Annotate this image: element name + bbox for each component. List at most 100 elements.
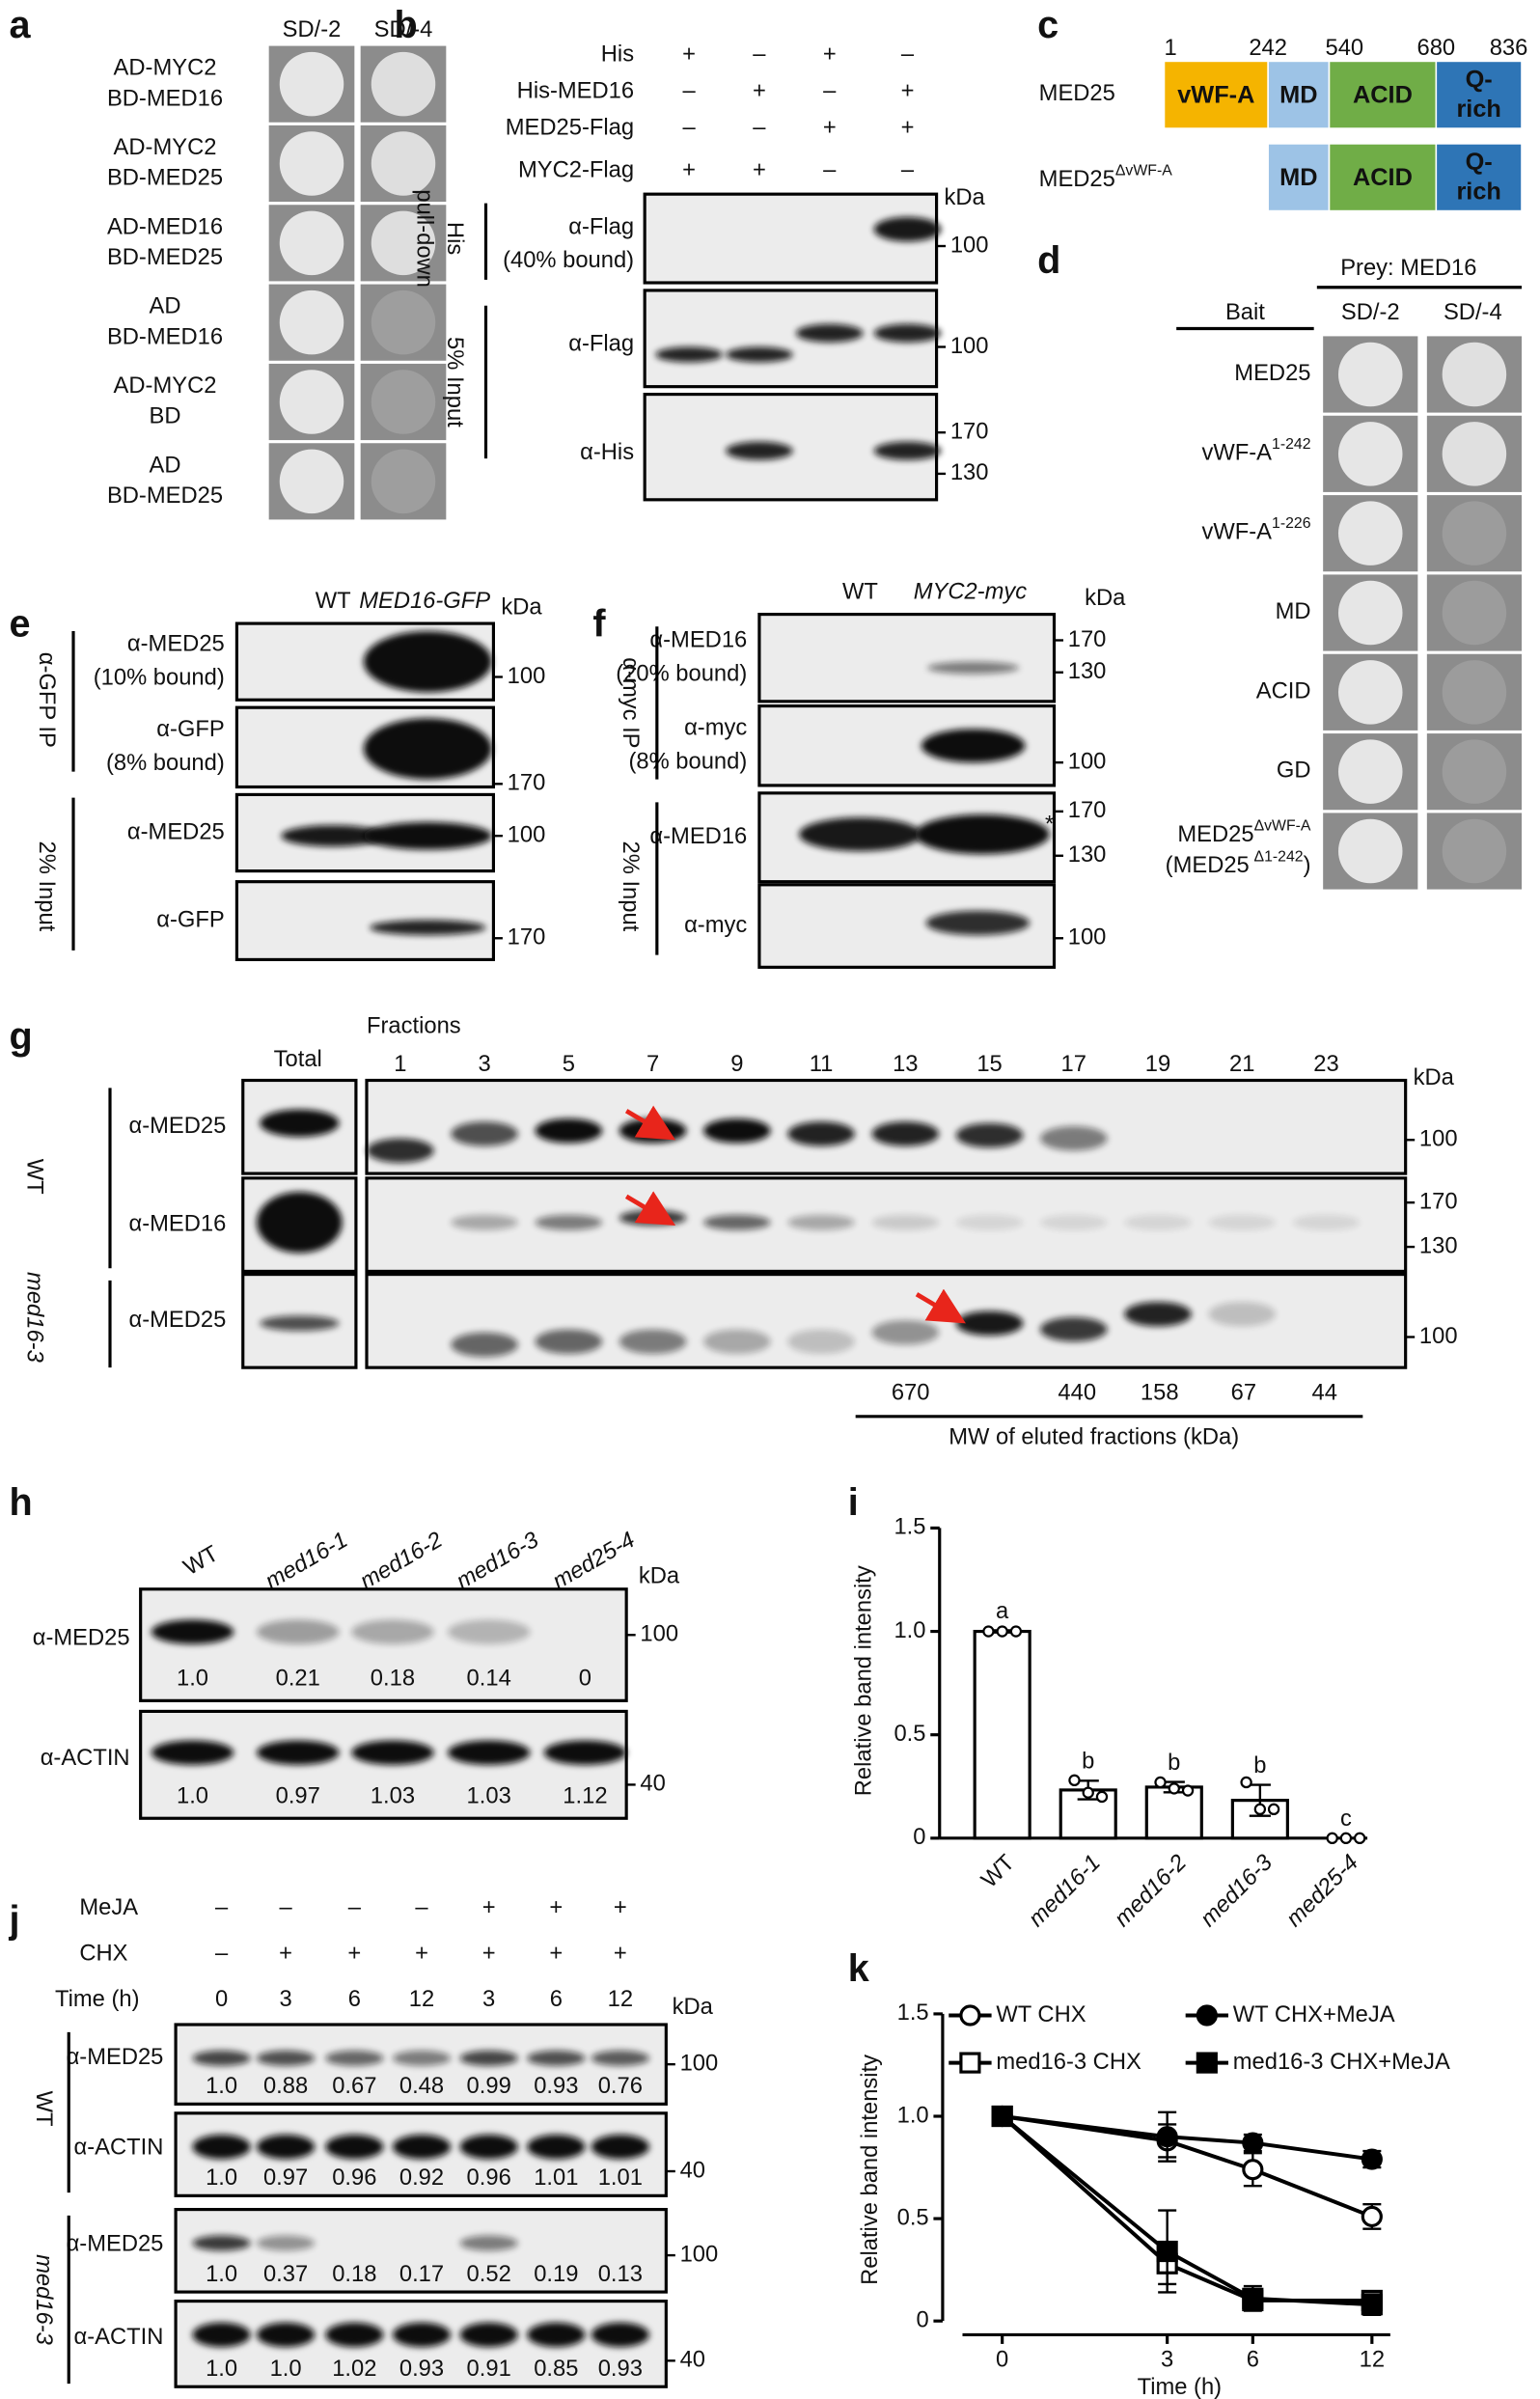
- quant-label: 0.97: [263, 2165, 308, 2191]
- marker-label: 100: [508, 821, 546, 847]
- band: [370, 920, 486, 936]
- marker-label: 40: [680, 2347, 705, 2373]
- marker-label: 40: [640, 1771, 665, 1797]
- blot-label: α-myc: [684, 912, 747, 938]
- treatment-label: MeJA: [79, 1894, 138, 1920]
- data-point: [1168, 1782, 1180, 1795]
- quant-label: 1.0: [177, 1665, 208, 1691]
- legend-symbol: [959, 2004, 981, 2027]
- fraction-label: 5: [563, 1051, 575, 1077]
- quant-label: 0.18: [332, 2261, 376, 2287]
- group-label: His: [442, 222, 468, 255]
- colony: [1442, 501, 1507, 565]
- marker-label: 100: [1419, 1126, 1458, 1152]
- unit: kDa: [673, 1994, 714, 2020]
- group-label: pull-down: [411, 189, 437, 288]
- series-line: [1001, 2114, 1372, 2307]
- band: [955, 1122, 1024, 1148]
- quant-label: 0.96: [467, 2165, 511, 2191]
- row-label: AD: [149, 452, 180, 478]
- band: [1039, 1316, 1108, 1342]
- protein-name: MED25ΔvWF-A: [1039, 163, 1173, 193]
- genotype-label: med16-3: [31, 2254, 57, 2345]
- sign: +: [682, 157, 696, 183]
- domain-label: ACID: [1353, 164, 1413, 191]
- band: [260, 1315, 340, 1332]
- band: [925, 910, 1031, 936]
- quant-label: 0.67: [332, 2073, 376, 2099]
- marker-label: 100: [680, 2050, 719, 2076]
- unit: kDa: [501, 594, 542, 620]
- sign: +: [549, 1940, 563, 1966]
- band: [591, 2135, 649, 2160]
- condition-label: MED25-Flag: [506, 114, 634, 140]
- quant-label: 0.18: [371, 1665, 415, 1691]
- unit: kDa: [1414, 1064, 1455, 1090]
- significance-letter: b: [1168, 1750, 1180, 1776]
- x-tick-label: 0: [996, 2347, 1008, 2373]
- blot-label: α-MED25: [127, 818, 225, 844]
- panel-label: a: [10, 4, 32, 46]
- y-tick-label: 1.0: [897, 2102, 929, 2128]
- band: [795, 323, 864, 343]
- mw-label: 440: [1058, 1379, 1096, 1405]
- sign: +: [682, 41, 696, 67]
- quant-label: 0.93: [534, 2073, 578, 2099]
- label-main: vWF-A: [1201, 519, 1272, 545]
- colony: [1442, 342, 1507, 407]
- blot-label: α-MED25: [67, 2044, 164, 2070]
- fraction-label: 1: [394, 1051, 406, 1077]
- blot-label: (8% bound): [106, 750, 225, 776]
- sign: +: [347, 1940, 361, 1966]
- quant-label: 0.97: [276, 1782, 320, 1808]
- label-sup: 1-242: [1272, 436, 1310, 453]
- fraction-label: 13: [893, 1051, 918, 1077]
- row-label: AD: [149, 293, 180, 319]
- data-point: [1242, 2132, 1264, 2154]
- band: [535, 1118, 603, 1144]
- band: [1124, 1302, 1192, 1327]
- quant-label: 0.93: [598, 2356, 643, 2382]
- label-main: vWF-A: [1201, 440, 1272, 466]
- blot-label: (20% bound): [616, 660, 747, 686]
- sign: –: [823, 157, 837, 183]
- quant-label: 0.88: [263, 2073, 308, 2099]
- blot-label: α-myc: [684, 715, 747, 741]
- blot-box: [139, 1709, 628, 1820]
- band: [527, 2135, 586, 2160]
- blot-label: α-ACTIN: [74, 2324, 164, 2350]
- marker-label: 170: [1419, 1188, 1458, 1214]
- band: [871, 1121, 940, 1146]
- group-label: 2% Input: [618, 841, 644, 932]
- band: [787, 1121, 855, 1146]
- band: [260, 1109, 340, 1138]
- sign: +: [753, 157, 766, 183]
- y-tick-label: 0: [916, 2306, 928, 2332]
- column-header: SD/-4: [1444, 299, 1502, 325]
- lane-title: Fractions: [367, 1012, 461, 1038]
- band: [451, 1121, 518, 1146]
- genotype-label: med16-3: [22, 1272, 48, 1363]
- panel-label: h: [10, 1481, 33, 1524]
- band: [726, 441, 793, 460]
- quant-label: 1.0: [177, 1782, 208, 1808]
- label-main: MED25: [1177, 821, 1253, 847]
- x-tick-label: med25-4: [1281, 1850, 1363, 1932]
- band: [955, 1214, 1024, 1230]
- band: [392, 2135, 452, 2160]
- blot-label: (10% bound): [94, 664, 225, 690]
- panel-label: j: [8, 1898, 19, 1941]
- band: [787, 1329, 855, 1354]
- label-sup: ΔvWF-A: [1254, 818, 1311, 835]
- domain: [1267, 60, 1331, 129]
- label-sup: ΔvWF-A: [1115, 163, 1172, 179]
- quant-label: 0.93: [399, 2356, 444, 2382]
- band: [873, 216, 942, 242]
- data-point: [1339, 1832, 1353, 1845]
- band: [192, 2050, 251, 2066]
- band: [619, 1118, 687, 1144]
- band: [459, 2050, 518, 2066]
- x-axis-label: Time (h): [1138, 2374, 1223, 2399]
- blot-label: α-MED16: [649, 823, 747, 849]
- row-label: BD-MED25: [107, 165, 223, 191]
